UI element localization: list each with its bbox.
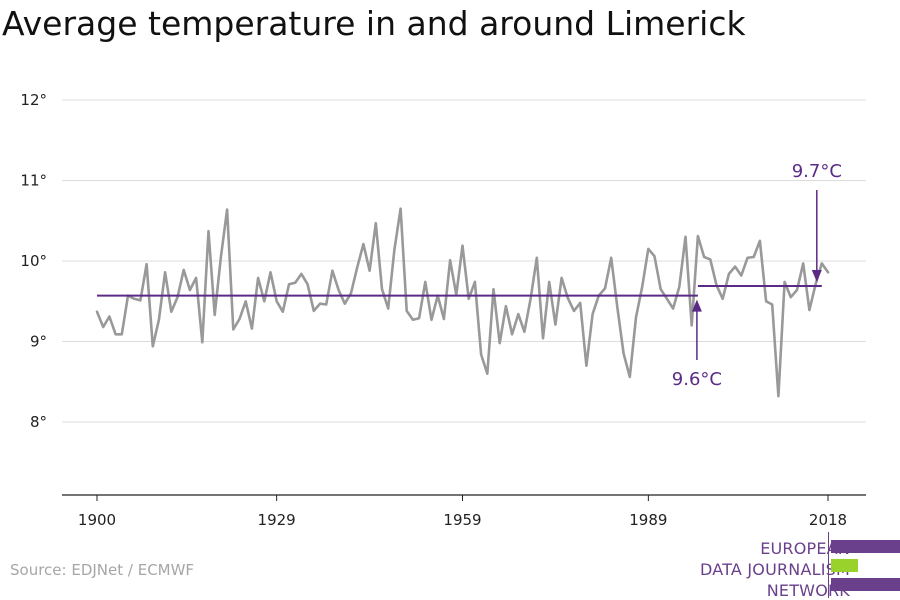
temperature-series-line (95, 207, 830, 398)
y-tick-label: 9° (30, 333, 47, 351)
logo-line-1: EUROPEAN (760, 539, 850, 558)
logo-bar-purple-top (831, 540, 900, 553)
series-layer (95, 207, 830, 398)
x-tick-label: 1989 (629, 511, 667, 529)
edjnet-logo: EUROPEAN DATA JOURNALISM NETWORK (700, 530, 900, 600)
annotation-label-early: 9.6°C (672, 369, 722, 390)
y-tick-label: 10° (20, 252, 47, 270)
x-tick-label: 1959 (443, 511, 481, 529)
y-tick-label: 12° (20, 91, 47, 109)
x-tick-label: 1929 (258, 511, 296, 529)
annotation-label-recent: 9.7°C (792, 161, 842, 182)
logo-bar-purple-bottom (831, 578, 900, 591)
y-tick-label: 8° (30, 413, 47, 431)
temperature-line-chart: 8°9°10°11°12°1900 1929 1959 1989 2018 9.6°C9… (20, 91, 866, 529)
reference-lines: 9.6°C 9.7°C (97, 161, 842, 390)
logo-rule (828, 532, 829, 598)
annotation-arrowhead-recent (811, 269, 822, 282)
axis-ticks: 8° 9° 10° 11° 12° 1900 1929 1959 1989 2018 (20, 91, 866, 529)
x-tick-label: 1900 (78, 511, 116, 529)
logo-bar-green (831, 559, 858, 572)
y-tick-label: 11° (20, 172, 47, 190)
chart-title: Average temperature in and around Limeri… (2, 4, 746, 43)
logo-line-2: DATA JOURNALISM (700, 560, 850, 579)
x-tick-label: 2018 (809, 511, 847, 529)
annotation-arrowhead-early (691, 299, 702, 312)
logo-line-3: NETWORK (766, 581, 850, 600)
source-note: Source: EDJNet / ECMWF (10, 561, 195, 579)
